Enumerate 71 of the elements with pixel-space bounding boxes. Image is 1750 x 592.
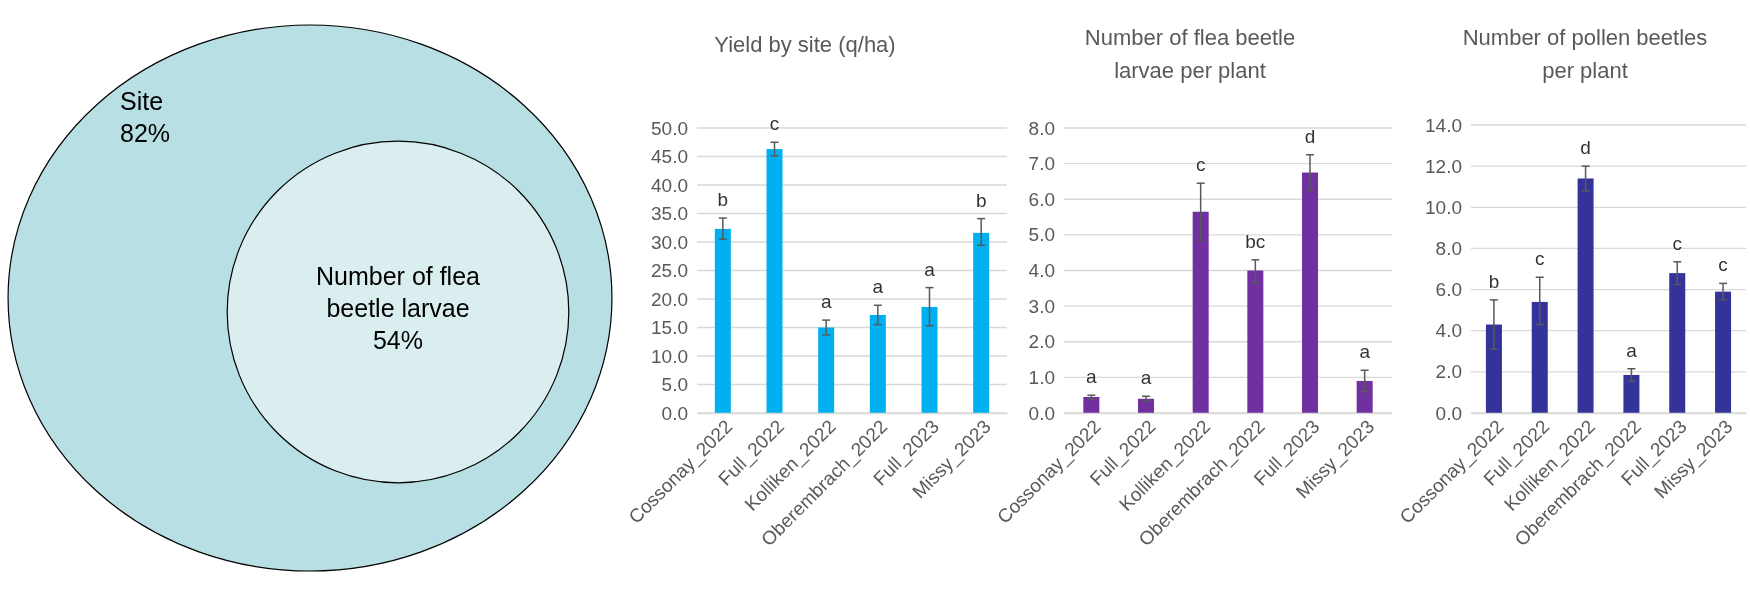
annotation: a bbox=[924, 258, 936, 280]
bar bbox=[1247, 270, 1264, 413]
y-tick-label: 7.0 bbox=[1028, 153, 1055, 175]
bar bbox=[1669, 273, 1686, 413]
y-tick-label: 45.0 bbox=[651, 146, 688, 168]
y-tick-label: 6.0 bbox=[1028, 188, 1055, 210]
y-tick-label: 14.0 bbox=[1425, 114, 1462, 136]
category-label: Number of flea beetle larvae bbox=[316, 262, 481, 322]
y-tick-label: 2.0 bbox=[1028, 331, 1055, 353]
bar bbox=[921, 306, 938, 413]
annotation: a bbox=[1140, 367, 1152, 389]
y-tick-label: 25.0 bbox=[651, 260, 688, 282]
annotation: c bbox=[1672, 232, 1682, 254]
annotation: c bbox=[769, 113, 780, 135]
y-tick-label: 8.0 bbox=[1028, 117, 1055, 139]
y-tick-label: 6.0 bbox=[1435, 279, 1462, 301]
y-tick-label: 40.0 bbox=[651, 174, 688, 196]
annotation: a bbox=[1626, 339, 1638, 361]
data-label: 82% bbox=[120, 119, 171, 147]
bar bbox=[766, 149, 783, 413]
bar bbox=[1356, 380, 1373, 413]
annotation: a bbox=[872, 276, 884, 298]
y-tick-label: 12.0 bbox=[1425, 155, 1462, 177]
bar bbox=[1302, 172, 1318, 413]
y-tick-label: 20.0 bbox=[651, 288, 688, 310]
y-tick-label: 30.0 bbox=[651, 231, 688, 253]
annotation: b bbox=[1488, 270, 1500, 292]
y-tick-label: 0.0 bbox=[1435, 402, 1462, 424]
annotation: d bbox=[1304, 125, 1316, 147]
y-tick-label: 10.0 bbox=[1425, 196, 1462, 218]
category-label: Site bbox=[120, 87, 164, 115]
y-tick-label: 5.0 bbox=[661, 374, 688, 396]
chart-title: Number of pollen beetles per plant bbox=[1462, 25, 1708, 83]
bar bbox=[818, 327, 835, 413]
bar bbox=[1715, 291, 1732, 413]
annotation: c bbox=[1195, 154, 1206, 176]
y-tick-label: 1.0 bbox=[1028, 366, 1055, 388]
annotation: a bbox=[820, 291, 832, 313]
bar bbox=[1623, 374, 1640, 413]
annotation: a bbox=[1359, 341, 1371, 363]
annotation: b bbox=[717, 189, 729, 211]
y-tick-label: 4.0 bbox=[1435, 320, 1462, 342]
annotation: c bbox=[1535, 248, 1545, 270]
y-tick-label: 15.0 bbox=[651, 317, 688, 339]
y-tick-label: 10.0 bbox=[651, 345, 688, 367]
y-tick-label: 5.0 bbox=[1028, 224, 1055, 246]
bar bbox=[714, 228, 731, 413]
annotation: a bbox=[1086, 366, 1098, 388]
y-tick-label: 8.0 bbox=[1435, 238, 1462, 260]
bar bbox=[1138, 398, 1154, 413]
annotation: bc bbox=[1245, 230, 1266, 252]
annotation: c bbox=[1718, 254, 1728, 276]
annotation: b bbox=[975, 189, 987, 211]
y-tick-label: 4.0 bbox=[1028, 260, 1055, 282]
bar bbox=[973, 232, 990, 413]
y-tick-label: 50.0 bbox=[651, 117, 688, 139]
bar bbox=[1485, 324, 1502, 413]
data-label: 54% bbox=[372, 326, 424, 354]
annotation: d bbox=[1580, 137, 1591, 159]
bar bbox=[1192, 211, 1209, 413]
chart-title: Yield by site (q/ha) bbox=[714, 32, 896, 57]
chart-title: Number of flea beetle larvae per plant bbox=[1084, 25, 1296, 83]
bar bbox=[869, 314, 886, 413]
y-tick-label: 0.0 bbox=[1028, 402, 1055, 424]
y-tick-label: 3.0 bbox=[1028, 295, 1055, 317]
y-tick-label: 0.0 bbox=[661, 402, 688, 424]
bar bbox=[1577, 178, 1594, 413]
y-tick-label: 2.0 bbox=[1435, 361, 1462, 383]
bar bbox=[1531, 301, 1548, 413]
y-tick-label: 35.0 bbox=[651, 203, 688, 225]
bar bbox=[1083, 396, 1100, 413]
